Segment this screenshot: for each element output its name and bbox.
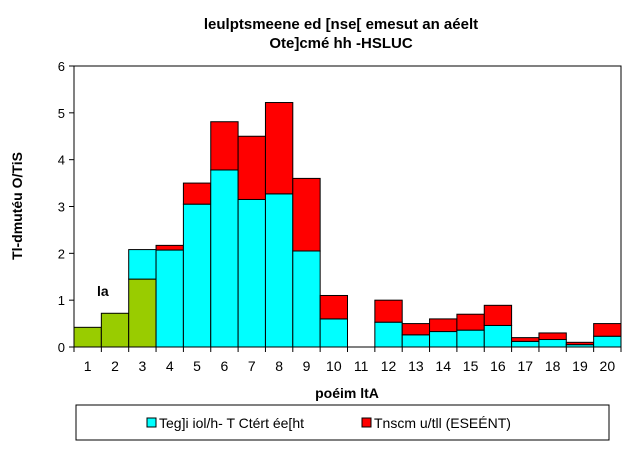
bar-series-1-cat-12 bbox=[374, 321, 403, 348]
bar-annotation: la bbox=[97, 283, 109, 299]
x-tick-label: 16 bbox=[490, 358, 506, 374]
bar-series-2-cat-18 bbox=[538, 332, 567, 341]
x-axis-label: poéim ltA bbox=[315, 385, 379, 401]
legend-swatch-series-2 bbox=[361, 417, 372, 428]
bar-series-3-cat-1 bbox=[73, 326, 102, 348]
x-tick-label: 13 bbox=[408, 358, 424, 374]
x-tick-label: 17 bbox=[517, 358, 533, 374]
bar-series-1-cat-7 bbox=[237, 198, 266, 348]
bar-series-1-cat-9 bbox=[292, 250, 321, 348]
bar-series-2-cat-9 bbox=[292, 177, 321, 252]
legend-box bbox=[75, 404, 610, 441]
bar-series-1-cat-18 bbox=[538, 339, 567, 348]
bar-series-2-cat-14 bbox=[429, 318, 458, 333]
bar-series-4-cat-3 bbox=[128, 249, 157, 280]
x-tick-label: 14 bbox=[435, 358, 451, 374]
x-tick-label: 19 bbox=[572, 358, 588, 374]
legend: Teg]i iol/h- T Ctért ée[ht Tnscm u/tll (… bbox=[75, 404, 610, 441]
chart-title-line-2: Ote]cmé hh -HSLUC bbox=[269, 35, 413, 52]
bar-series-1-cat-10 bbox=[319, 318, 348, 348]
y-tick-label: 2 bbox=[58, 246, 65, 261]
x-tick-label: 20 bbox=[600, 358, 616, 374]
bar-series-1-cat-8 bbox=[264, 193, 294, 348]
bar-series-2-cat-8 bbox=[264, 102, 294, 195]
bar-series-3-cat-3 bbox=[128, 278, 157, 348]
chart-title-line-1: leulptsmeene ed [nse[ emesut an aéelt bbox=[204, 16, 478, 33]
x-tick-label: 15 bbox=[463, 358, 479, 374]
bar-series-3-cat-2 bbox=[100, 312, 130, 348]
bar-series-1-cat-16 bbox=[483, 324, 513, 348]
y-axis-label: Tl-dmutéu O/TiS bbox=[9, 152, 25, 260]
bar-series-2-cat-4 bbox=[155, 244, 184, 251]
bar-series-1-cat-13 bbox=[401, 334, 431, 348]
bars-layer bbox=[73, 102, 622, 348]
legend-label-series-2: Tnscm u/tll (ESEÉNT) bbox=[374, 415, 511, 431]
bar-series-1-cat-4 bbox=[155, 249, 184, 348]
x-tick-label: 10 bbox=[326, 358, 342, 374]
bar-series-2-cat-16 bbox=[483, 304, 513, 326]
y-tick-label: 6 bbox=[58, 59, 65, 74]
bar-series-2-cat-20 bbox=[593, 323, 622, 337]
bar-series-2-cat-10 bbox=[319, 294, 348, 320]
bar-series-1-cat-14 bbox=[429, 331, 458, 348]
bar-series-2-cat-5 bbox=[182, 182, 212, 205]
x-tick-label: 9 bbox=[303, 358, 311, 374]
bar-series-2-cat-19 bbox=[565, 341, 595, 346]
bar-series-1-cat-5 bbox=[182, 203, 212, 348]
bar-series-2-cat-17 bbox=[511, 337, 540, 342]
bar-series-2-cat-6 bbox=[210, 121, 239, 171]
x-tick-label: 2 bbox=[111, 358, 119, 374]
x-tick-label: 6 bbox=[221, 358, 229, 374]
y-tick-label: 3 bbox=[58, 200, 65, 215]
bar-series-2-cat-7 bbox=[237, 135, 266, 200]
y-tick-label: 0 bbox=[58, 340, 65, 355]
x-tick-label: 3 bbox=[138, 358, 146, 374]
x-axis: 1 2 3 4 5 6 7 8 9 10 11 12 13 14 15 16 17 18 19 20 bbox=[73, 347, 622, 374]
bar-series-1-cat-20 bbox=[593, 335, 622, 348]
x-tick-label: 1 bbox=[84, 358, 92, 374]
legend-label-series-1: Teg]i iol/h- T Ctért ée[ht bbox=[159, 415, 304, 431]
x-tick-label: 7 bbox=[248, 358, 256, 374]
bar-series-1-cat-17 bbox=[511, 340, 540, 348]
bar-series-2-cat-12 bbox=[374, 299, 403, 323]
bar-series-2-cat-15 bbox=[456, 313, 485, 331]
y-tick-label: 1 bbox=[58, 293, 65, 308]
x-tick-label: 11 bbox=[354, 358, 369, 374]
bar-series-2-cat-13 bbox=[401, 323, 431, 336]
bar-series-1-cat-15 bbox=[456, 329, 485, 348]
legend-swatch-series-1 bbox=[146, 417, 157, 428]
x-tick-label: 8 bbox=[275, 358, 283, 374]
y-tick-label: 5 bbox=[58, 106, 65, 121]
x-tick-label: 4 bbox=[166, 358, 174, 374]
bar-series-1-cat-6 bbox=[210, 169, 239, 348]
y-tick-label: 4 bbox=[58, 153, 65, 168]
x-tick-label: 18 bbox=[545, 358, 561, 374]
y-axis: 0 1 2 3 4 5 6 bbox=[58, 59, 74, 355]
x-tick-label: 12 bbox=[381, 358, 397, 374]
x-tick-label: 5 bbox=[193, 358, 201, 374]
